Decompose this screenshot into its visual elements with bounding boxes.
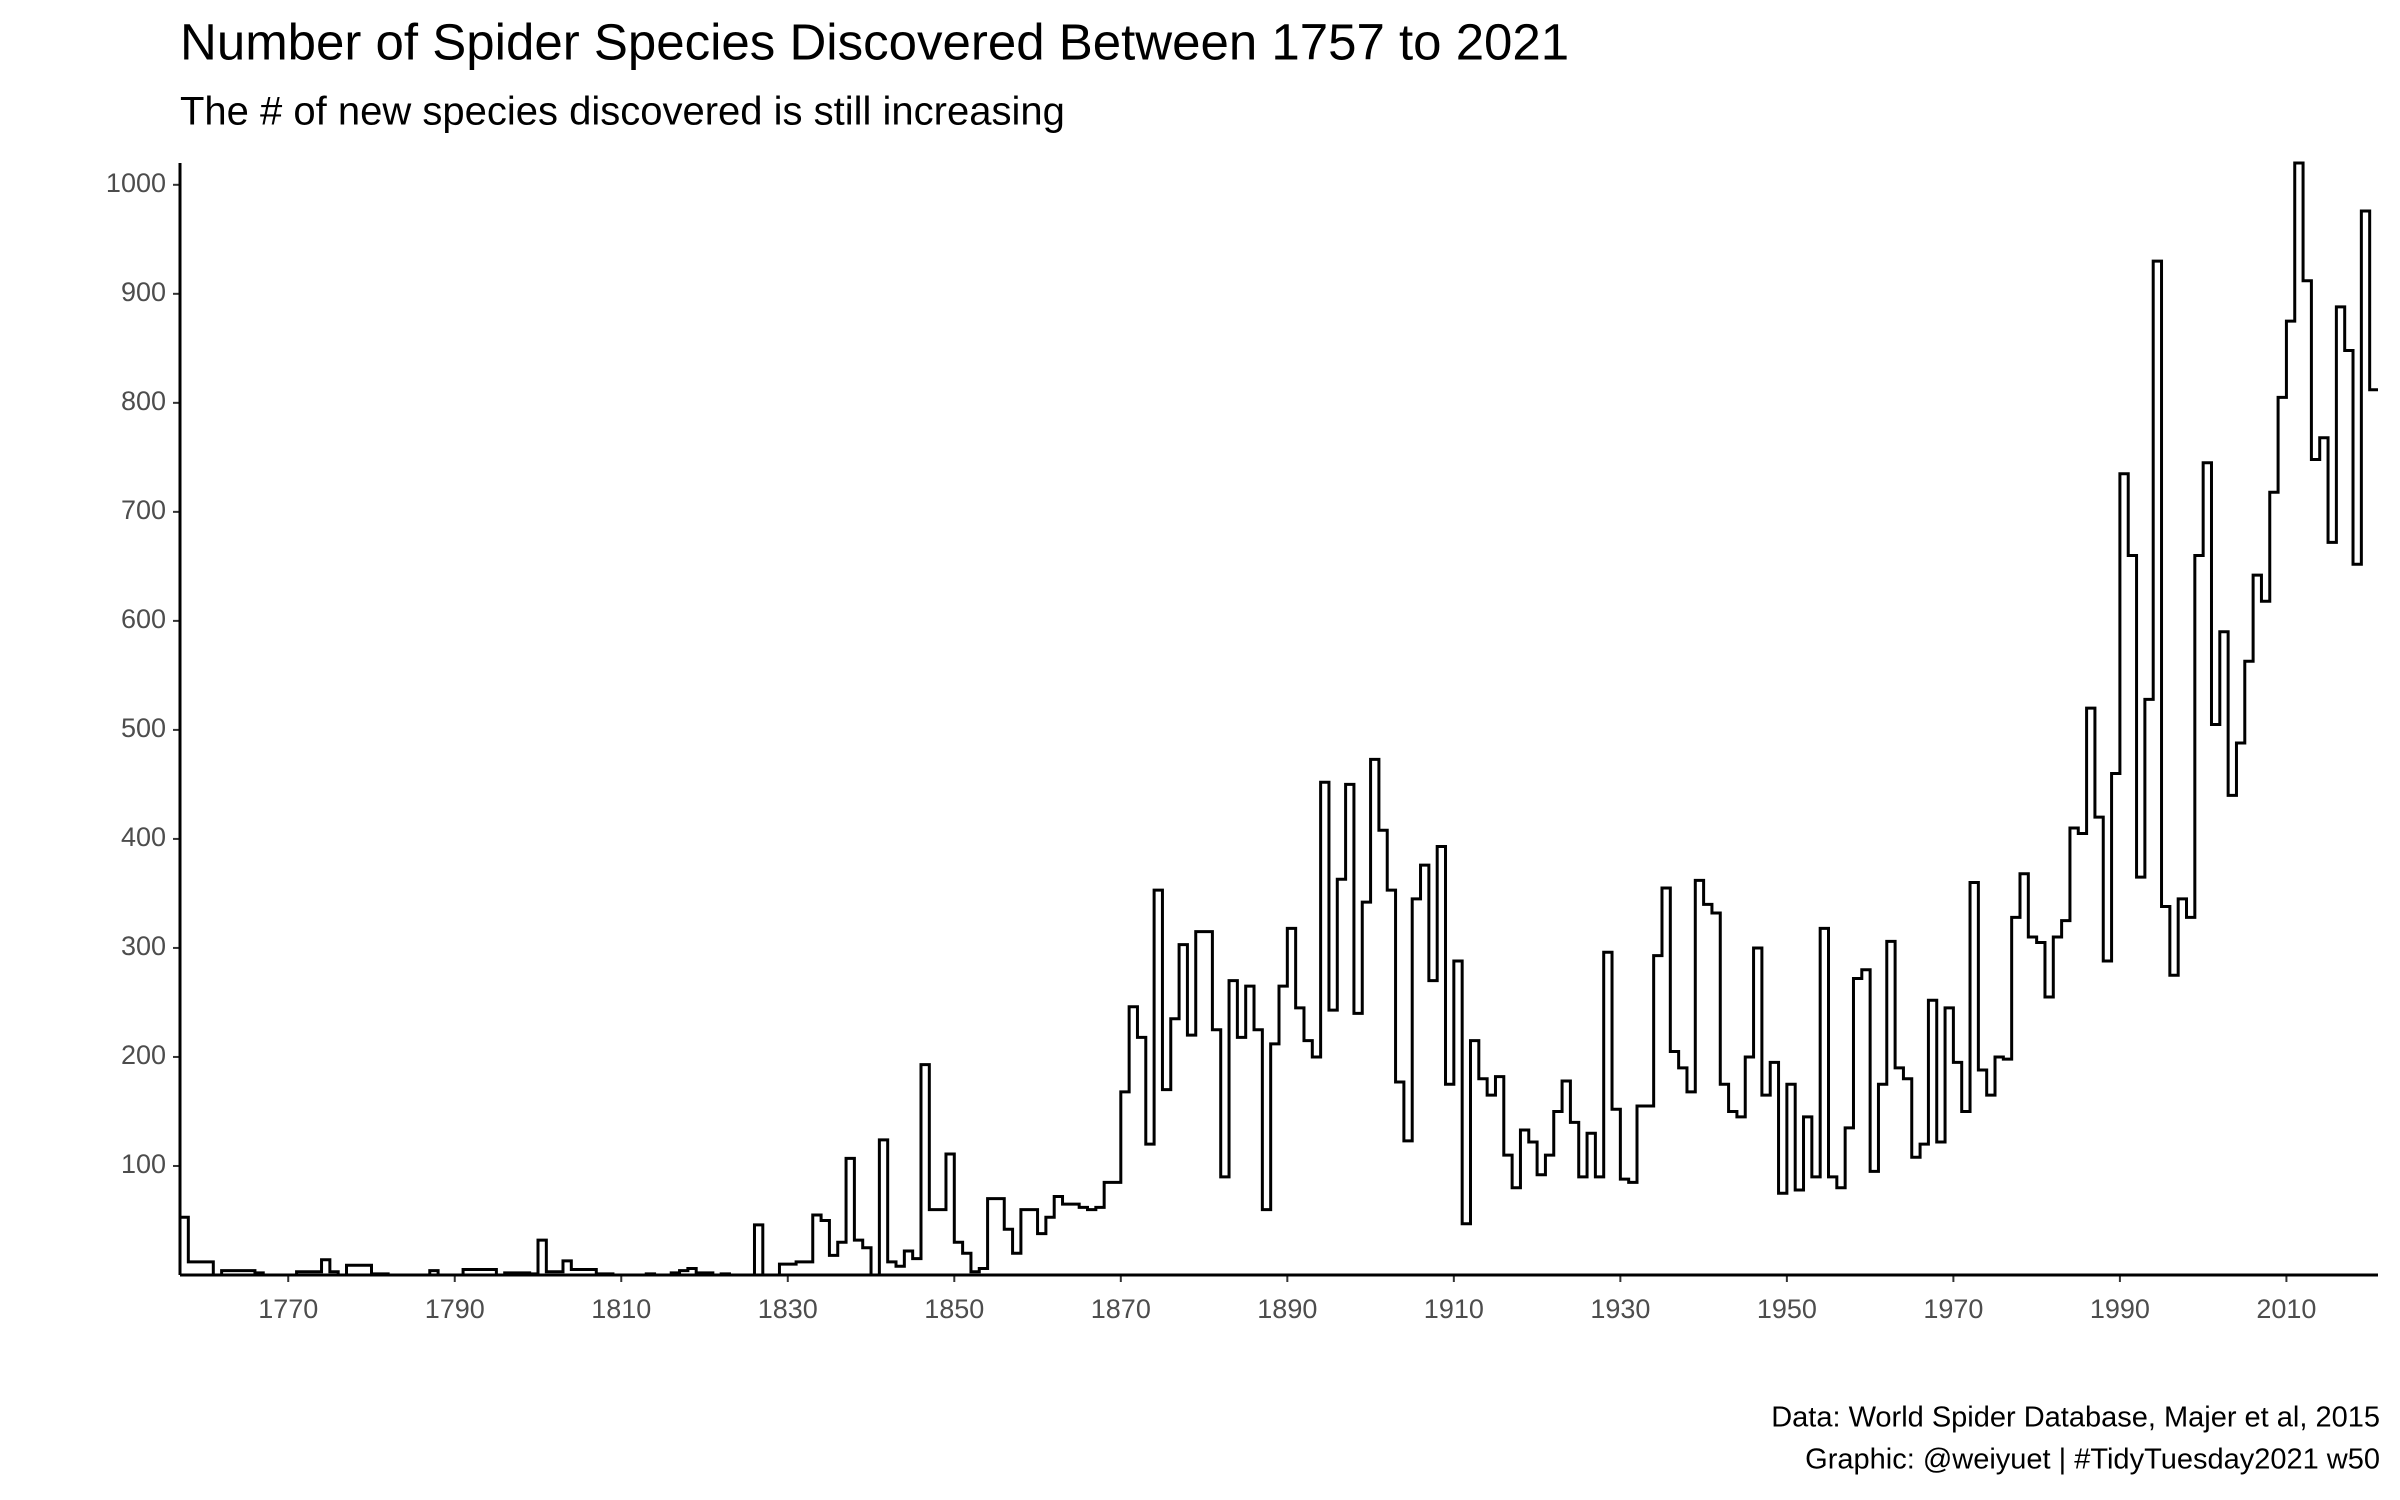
x-tick-label: 1870 — [1091, 1294, 1151, 1324]
caption: Graphic: @weiyuet | #TidyTuesday2021 w50 — [1805, 1444, 2380, 1476]
x-tick-label: 1890 — [1257, 1294, 1317, 1324]
x-tick-label: 1850 — [924, 1294, 984, 1324]
y-tick-label: 900 — [121, 277, 166, 307]
y-tick-label: 600 — [121, 604, 166, 634]
chart-subtitle: The # of new species discovered is still… — [180, 90, 1065, 134]
y-tick-label: 700 — [121, 495, 166, 525]
y-tick-label: 400 — [121, 822, 166, 852]
step-line — [180, 161, 2378, 1277]
y-tick-label: 300 — [121, 931, 166, 961]
y-tick-label: 500 — [121, 713, 166, 743]
x-tick-label: 1810 — [591, 1294, 651, 1324]
y-tick-label: 800 — [121, 386, 166, 416]
x-tick-label: 1790 — [425, 1294, 485, 1324]
caption: Data: World Spider Database, Majer et al… — [1771, 1402, 2380, 1434]
chart-title: Number of Spider Species Discovered Betw… — [180, 13, 1569, 70]
x-tick-label: 1830 — [758, 1294, 818, 1324]
y-tick-label: 200 — [121, 1040, 166, 1070]
x-tick-label: 1930 — [1590, 1294, 1650, 1324]
x-tick-label: 1950 — [1757, 1294, 1817, 1324]
y-tick-label: 100 — [121, 1149, 166, 1179]
x-tick-label: 1990 — [2090, 1294, 2150, 1324]
x-tick-label: 1970 — [1923, 1294, 1983, 1324]
x-tick-label: 1770 — [258, 1294, 318, 1324]
y-tick-label: 1000 — [106, 168, 166, 198]
x-tick-label: 1910 — [1424, 1294, 1484, 1324]
x-tick-label: 2010 — [2256, 1294, 2316, 1324]
